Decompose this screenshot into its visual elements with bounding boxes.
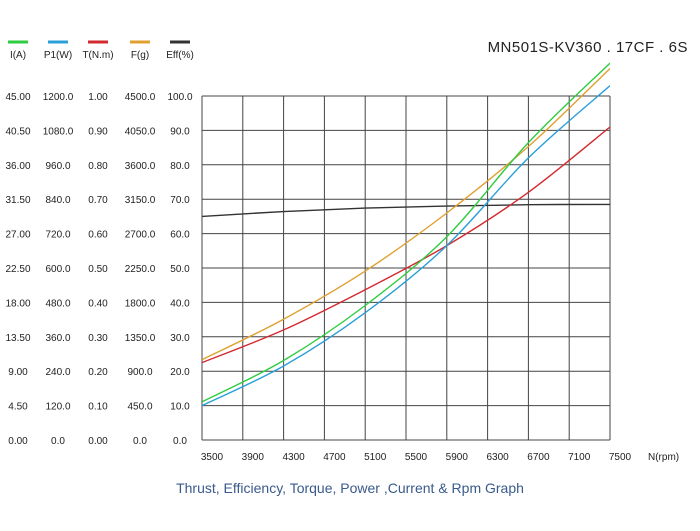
y-tick-efficiency: 60.0	[170, 230, 190, 241]
y-tick-torque: 0.30	[88, 333, 108, 344]
series-line-torque	[202, 126, 610, 364]
y-tick-power: 360.0	[45, 333, 70, 344]
x-tick: 7100	[568, 452, 591, 463]
x-tick: 5100	[364, 452, 387, 463]
y-tick-efficiency: 20.0	[170, 367, 190, 378]
y-tick-efficiency: 0.0	[173, 436, 187, 447]
y-tick-thrust: 4050.0	[125, 126, 156, 137]
x-tick: 4700	[323, 452, 346, 463]
y-tick-torque: 0.70	[88, 195, 108, 206]
y-tick-efficiency: 50.0	[170, 264, 190, 275]
y-tick-efficiency: 100.0	[167, 92, 192, 103]
y-tick-current: 4.50	[8, 402, 28, 413]
y-tick-current: 27.00	[5, 230, 30, 241]
x-tick: 5900	[446, 452, 469, 463]
y-tick-power: 0.0	[51, 436, 65, 447]
y-tick-current: 36.00	[5, 161, 30, 172]
plot-grid	[201, 95, 611, 441]
y-tick-thrust: 2700.0	[125, 230, 156, 241]
y-tick-torque: 0.10	[88, 402, 108, 413]
x-tick: 7500	[609, 452, 632, 463]
x-axis-label: N(rpm)	[648, 452, 679, 463]
y-tick-efficiency: 30.0	[170, 333, 190, 344]
y-tick-current: 0.00	[8, 436, 28, 447]
y-tick-power: 480.0	[45, 298, 70, 309]
legend-label-power: P1(W)	[44, 50, 72, 61]
model-title: MN501S-KV360 . 17CF . 6S	[488, 39, 688, 56]
x-axis: 3500 3900 4300 4700 5100 5500 5900 6300 6700 7100…	[201, 452, 679, 463]
y-tick-efficiency: 70.0	[170, 195, 190, 206]
series-line-current	[202, 62, 610, 403]
y-tick-power: 840.0	[45, 195, 70, 206]
legend-label-current: I(A)	[10, 50, 26, 61]
series-line-thrust	[202, 67, 610, 361]
x-tick: 5500	[405, 452, 428, 463]
y-tick-thrust: 3150.0	[125, 195, 156, 206]
y-tick-thrust: 0.0	[133, 436, 147, 447]
y-tick-thrust: 450.0	[127, 402, 152, 413]
y-tick-thrust: 2250.0	[125, 264, 156, 275]
y-tick-thrust: 4500.0	[125, 92, 156, 103]
y-tick-power: 960.0	[45, 161, 70, 172]
y-tick-torque: 0.80	[88, 161, 108, 172]
x-tick: 3500	[201, 452, 224, 463]
legend-label-thrust: F(g)	[131, 50, 149, 61]
y-tick-power: 120.0	[45, 402, 70, 413]
y-tick-current: 22.50	[5, 264, 30, 275]
y-tick-thrust: 900.0	[127, 367, 152, 378]
y-tick-current: 9.00	[8, 367, 28, 378]
x-tick: 6700	[527, 452, 550, 463]
y-tick-torque: 0.60	[88, 230, 108, 241]
legend-label-torque: T(N.m)	[82, 50, 113, 61]
x-tick: 6300	[486, 452, 509, 463]
x-tick: 3900	[242, 452, 265, 463]
y-tick-power: 1080.0	[43, 126, 74, 137]
y-tick-thrust: 1350.0	[125, 333, 156, 344]
y-tick-torque: 0.00	[88, 436, 108, 447]
series-line-power	[202, 85, 610, 407]
y-tick-thrust: 1800.0	[125, 298, 156, 309]
y-tick-efficiency: 10.0	[170, 402, 190, 413]
y-tick-current: 18.00	[5, 298, 30, 309]
y-tick-torque: 1.00	[88, 92, 108, 103]
legend-label-efficiency: Eff(%)	[166, 50, 194, 61]
y-tick-efficiency: 90.0	[170, 126, 190, 137]
y-tick-thrust: 3600.0	[125, 161, 156, 172]
y-axes: 0.00 4.50 9.00 13.50 18.00 22.50 27.00 31.50 36.…	[5, 92, 192, 447]
y-tick-power: 1200.0	[43, 92, 74, 103]
series-line-efficiency	[202, 203, 610, 218]
x-tick: 4300	[282, 452, 305, 463]
y-tick-torque: 0.90	[88, 126, 108, 137]
y-tick-current: 45.00	[5, 92, 30, 103]
chart-caption: Thrust, Efficiency, Torque, Power ,Curre…	[176, 480, 524, 496]
legend: I(A) P1(W) T(N.m) F(g) Eff(%)	[8, 40, 194, 61]
y-tick-torque: 0.40	[88, 298, 108, 309]
y-tick-efficiency: 40.0	[170, 298, 190, 309]
y-tick-power: 240.0	[45, 367, 70, 378]
series-lines	[202, 62, 610, 407]
y-tick-power: 600.0	[45, 264, 70, 275]
y-tick-current: 31.50	[5, 195, 30, 206]
y-tick-current: 13.50	[5, 333, 30, 344]
y-tick-efficiency: 80.0	[170, 161, 190, 172]
y-tick-torque: 0.50	[88, 264, 108, 275]
y-tick-torque: 0.20	[88, 367, 108, 378]
y-tick-current: 40.50	[5, 126, 30, 137]
y-tick-power: 720.0	[45, 230, 70, 241]
